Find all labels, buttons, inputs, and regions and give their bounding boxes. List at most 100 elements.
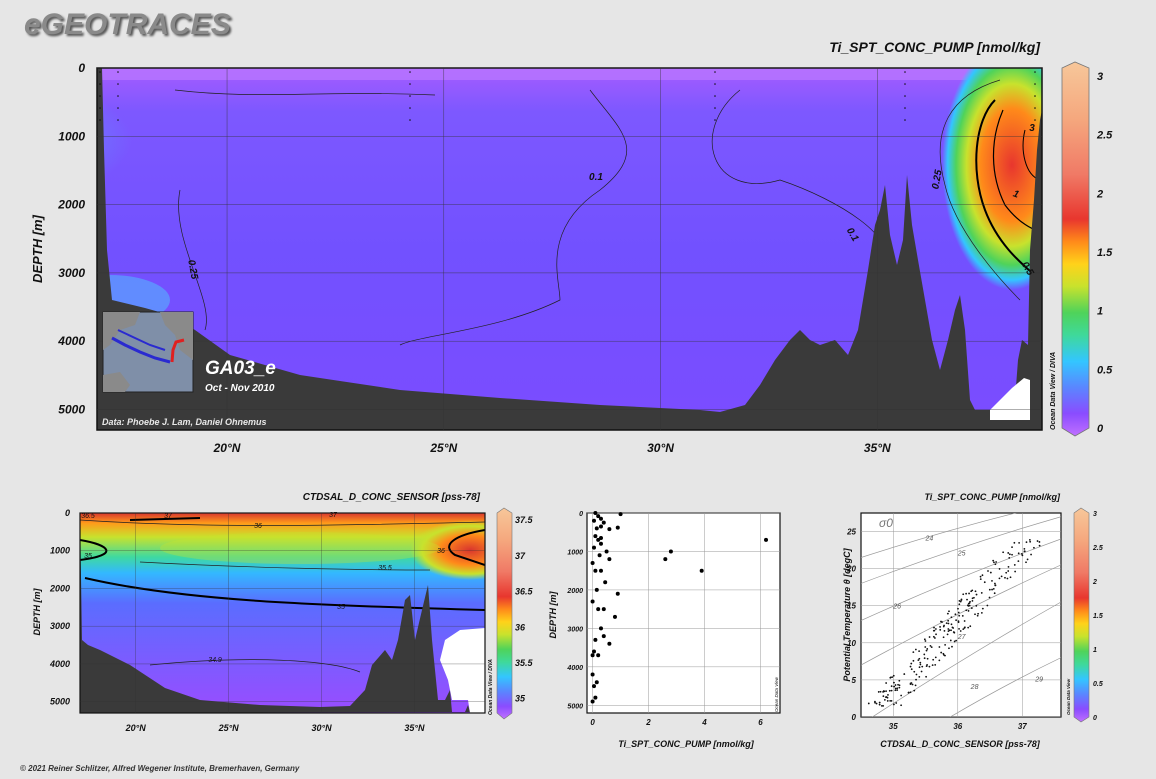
salinity-seafloor	[80, 513, 470, 713]
salinity-ytick: 4000	[49, 659, 70, 669]
ts-point	[946, 633, 949, 636]
ti-section-ytick: 0	[78, 61, 85, 75]
ts-point	[1017, 552, 1020, 555]
ts-point	[963, 620, 966, 622]
ti-contour-label: 0.25	[930, 169, 944, 191]
ts-point	[918, 657, 921, 660]
ts-point	[988, 588, 991, 591]
ts-point	[1008, 553, 1011, 556]
ti-depth-point	[764, 537, 769, 542]
ts-point	[951, 626, 954, 629]
ts-point	[1025, 541, 1028, 544]
salinity-contour-label: 35.5	[378, 565, 392, 572]
ts-point	[915, 678, 917, 681]
ti-station-dot	[409, 83, 411, 85]
ts-point	[954, 613, 957, 616]
salinity-xtick: 30°N	[311, 723, 332, 733]
ts-point	[879, 690, 882, 693]
ti-depth-point	[590, 672, 595, 677]
ti-colorbar-ticks: 0 0.5 1 1.5 2 2.5 3	[1096, 71, 1113, 435]
ts-point	[1025, 561, 1027, 564]
ts-point	[892, 674, 895, 677]
ts-point	[979, 575, 982, 578]
ts-point	[1036, 540, 1039, 542]
salinity-contour-label: 35	[337, 604, 345, 611]
ti-depth-point	[593, 568, 598, 573]
ts-point	[995, 561, 998, 563]
ts-point	[947, 622, 950, 625]
ts-point	[878, 703, 881, 706]
ts-point	[924, 640, 927, 642]
ti-depth-point	[591, 518, 596, 523]
ti-depth-ytick: 2000	[566, 588, 583, 595]
ti-station-dot	[117, 107, 119, 109]
ts-point	[986, 604, 989, 607]
ts-point	[1008, 556, 1011, 559]
ts-point	[994, 582, 996, 585]
ts-point	[1033, 546, 1035, 549]
ts-ytick: 20	[846, 565, 856, 574]
ts-point	[883, 698, 886, 701]
ts-colorbar-ticks: 0 0.5 1 1.5 2 2.5 3	[1092, 511, 1103, 722]
ts-isopycnal-label: 28	[970, 684, 979, 691]
ts-point	[962, 628, 965, 631]
ts-point	[1006, 577, 1009, 580]
ti-section-grid	[97, 67, 1042, 430]
ts-point	[957, 620, 960, 623]
ti-section-ytick: 5000	[58, 403, 85, 417]
ts-point	[958, 599, 961, 602]
ts-diagram-xlabel: CTDSAL_D_CONC_SENSOR [pss-78]	[880, 739, 1041, 749]
ts-point	[938, 646, 941, 648]
ti-station-dot	[117, 95, 119, 97]
ts-isopycnal-label: 25	[957, 550, 966, 557]
ti-station-dot	[1034, 71, 1036, 73]
salinity-xtick: 35°N	[404, 723, 425, 733]
ts-point	[942, 636, 945, 639]
ts-point	[950, 616, 953, 619]
ts-point	[947, 628, 950, 630]
ts-point	[992, 587, 995, 590]
ti-depth-point	[594, 526, 599, 531]
ti-depth-point	[663, 557, 668, 562]
ti-depth-point	[597, 553, 602, 558]
ts-point	[943, 629, 946, 632]
ts-point	[913, 670, 916, 673]
ts-point	[971, 600, 974, 602]
ts-point	[933, 626, 935, 629]
ti-depth-point	[593, 695, 598, 700]
ts-isopycnal-label: 26	[892, 604, 901, 611]
ts-colorbar-tick: 3	[1093, 511, 1097, 518]
salinity-contour-label: 37	[329, 512, 338, 519]
salinity-colorbar-tick: 35	[515, 694, 526, 704]
ti-depth-point	[596, 607, 601, 612]
ti-colorbar-tick: 1.5	[1097, 247, 1113, 259]
ti-depth-point	[598, 536, 603, 540]
ti-depth-point	[594, 587, 599, 592]
ts-point	[1023, 547, 1026, 550]
ts-point	[963, 626, 966, 629]
ts-point	[900, 694, 903, 697]
ti-colorbar-tick: 3	[1097, 71, 1103, 83]
ts-point	[1007, 566, 1010, 568]
ts-point	[998, 568, 1001, 570]
ts-point	[893, 681, 895, 684]
ts-isopycnal-label: 24	[925, 535, 934, 542]
ts-point	[928, 665, 931, 668]
ti-station-dot	[904, 107, 906, 109]
ts-point	[959, 630, 962, 632]
ts-point	[948, 610, 950, 613]
salinity-white-patch	[440, 628, 485, 713]
ts-point	[894, 684, 897, 686]
ti-section-title: Ti_SPT_CONC_PUMP [nmol/kg]	[829, 39, 1041, 55]
ti-section-ytick: 4000	[57, 334, 85, 348]
ts-point	[945, 622, 948, 625]
ts-point	[993, 592, 996, 595]
ts-point	[1023, 550, 1026, 553]
ts-point	[1030, 553, 1032, 556]
ts-point	[914, 684, 917, 687]
ts-point	[894, 687, 897, 690]
ti-depth-point	[596, 653, 601, 658]
ti-depth-point	[607, 641, 612, 646]
ti-station-dot	[714, 83, 716, 85]
